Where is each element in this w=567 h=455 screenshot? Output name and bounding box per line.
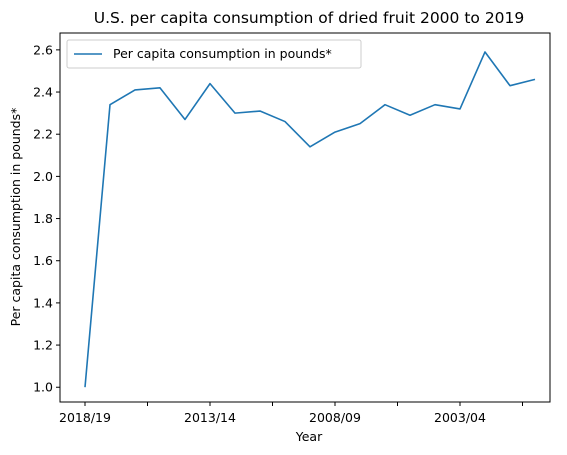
plot-frame: [59, 32, 551, 403]
y-tick-label: 2.4: [33, 85, 53, 100]
x-tick-label: 2018/19: [59, 410, 111, 425]
x-tick-label: 2013/14: [184, 410, 236, 425]
data-point-2014-15: [183, 117, 187, 121]
y-tick-label: 1.0: [33, 380, 53, 395]
y-tick-label: 1.8: [33, 211, 53, 226]
data-point-2012-13: [233, 111, 237, 115]
data-point-2018-19: [83, 385, 87, 389]
y-tick-label: 1.2: [33, 338, 53, 353]
data-point-2002-03: [483, 50, 487, 54]
data-point-2003-04: [458, 107, 462, 111]
series-line-per-capita-consumption: [84, 51, 536, 388]
x-axis-label: Year: [295, 429, 323, 444]
data-point-2016-17: [133, 88, 137, 92]
data-point-2007-08: [358, 122, 362, 126]
data-point-2000-01: [533, 77, 537, 81]
y-tick-label: 2.6: [33, 42, 53, 57]
data-point-2011-12: [258, 109, 262, 113]
data-point-2009-10: [308, 145, 312, 149]
y-tick-label: 1.6: [33, 253, 53, 268]
x-tick-label: 2003/04: [434, 410, 486, 425]
legend: Per capita consumption in pounds*: [66, 39, 362, 69]
x-axis: 2018/19 2013/14 2008/09 2003/04: [59, 402, 523, 425]
data-point-2004-05: [433, 103, 437, 107]
y-tick-label: 2.0: [33, 169, 53, 184]
data-point-2006-07: [383, 103, 387, 107]
chart-title: U.S. per capita consumption of dried fru…: [94, 9, 525, 27]
y-axis: 1.0 1.2 1.4 1.6 1.8 2.0 2.2 2.4 2.6: [33, 42, 60, 395]
data-point-2015-16: [158, 86, 162, 90]
legend-label: Per capita consumption in pounds*: [113, 46, 332, 61]
legend-box: [66, 39, 362, 69]
data-point-2008-09: [333, 130, 337, 134]
y-axis-label: Per capita consumption in pounds*: [8, 108, 23, 327]
data-point-2010-11: [283, 120, 287, 124]
y-tick-label: 2.2: [33, 127, 53, 142]
data-point-2013-14: [208, 82, 212, 86]
y-tick-label: 1.4: [33, 295, 53, 310]
data-point-2017-18: [108, 103, 112, 107]
data-point-2005-06: [408, 113, 412, 117]
x-tick-label: 2008/09: [309, 410, 361, 425]
data-point-2001-02: [508, 84, 512, 88]
data-points: [83, 50, 537, 389]
